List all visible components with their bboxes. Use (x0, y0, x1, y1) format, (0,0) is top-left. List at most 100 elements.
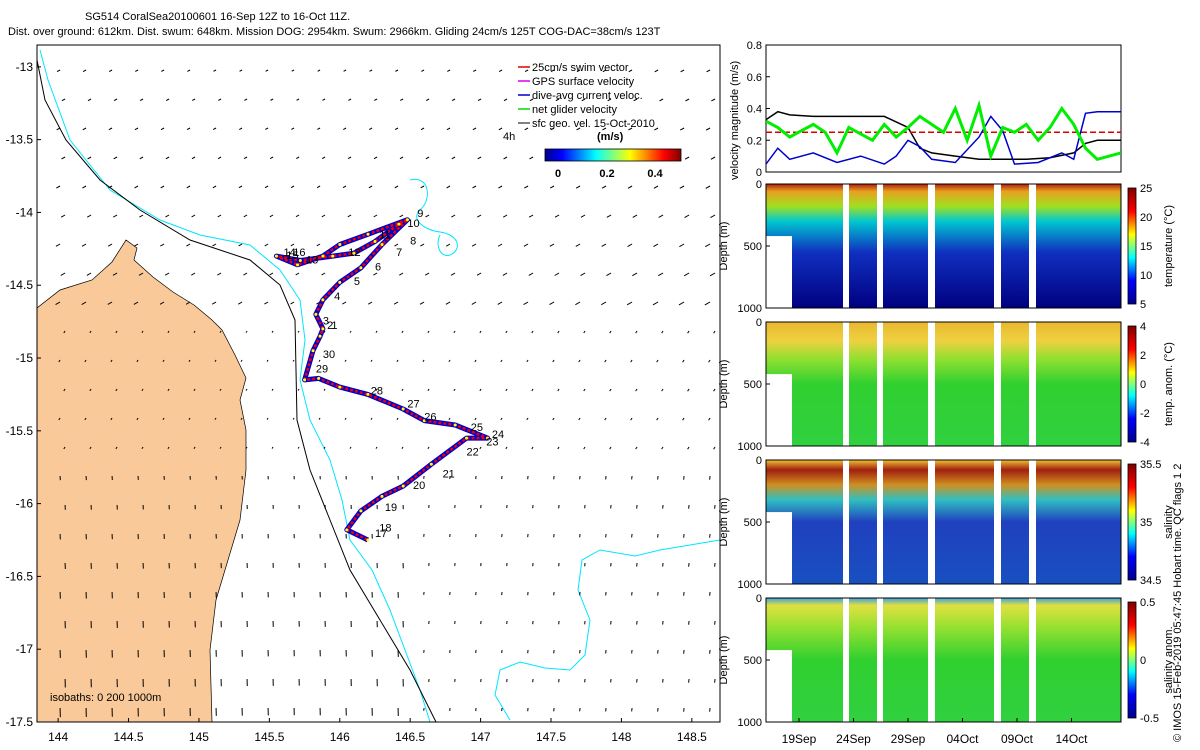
sfc-velocity-arrow-148 (528, 214, 534, 218)
sfc-velocity-arrow-221 (393, 301, 399, 305)
sfc-velocity-arrow-194 (373, 272, 378, 276)
sfc-velocity-arrow-49 (659, 98, 664, 102)
surface-velocity-arrows (55, 69, 716, 718)
land-mass (37, 239, 247, 722)
sfc-velocity-arrow-29 (139, 98, 144, 102)
sfc-velocity-arrow-129 (705, 185, 711, 189)
sfc-velocity-arrow-268 (266, 359, 269, 362)
colorbar-tick-2: 0.4 (647, 168, 663, 180)
legend: 25cm/s swim vector GPS surface velocity … (503, 62, 682, 180)
sfc-velocity-arrow-284 (682, 359, 685, 363)
map-ytick-2: -14 (16, 205, 34, 219)
sfc-velocity-arrow-40 (425, 98, 430, 101)
sfc-velocity-arrow-192 (321, 272, 326, 276)
sfc-velocity-arrow-282 (630, 359, 633, 363)
sfc-velocity-arrow-352 (427, 446, 430, 450)
sfc-velocity-arrow-117 (394, 185, 399, 189)
track-point-14 (338, 280, 342, 284)
sfc-velocity-arrow-332 (578, 417, 581, 421)
sfc-velocity-arrow-94 (477, 156, 482, 160)
sfc-velocity-arrow-11 (343, 69, 347, 72)
sfc-velocity-arrow-79 (87, 156, 92, 160)
sfc-velocity-arrow-321 (292, 417, 295, 420)
colorbar-tick-1: 0.2 (599, 168, 614, 180)
sfc-velocity-arrow-356 (531, 446, 534, 450)
sfc-velocity-arrow-363 (713, 446, 716, 450)
map-axes: 144 144.5 145 145.5 146 146.5 147 147.5 148 148.5… (6, 60, 708, 744)
track-day-label-22: 24 (492, 429, 504, 441)
map-ytick-1: -13.5 (6, 133, 34, 147)
sfc-velocity-arrow-135 (191, 214, 196, 218)
sfc-velocity-arrow-252 (531, 330, 534, 334)
sfc-velocity-arrow-178 (627, 243, 633, 247)
track-day-label-0: 9 (417, 208, 423, 220)
sfc-velocity-arrow-112 (264, 185, 269, 189)
map-xtick-4: 146 (330, 730, 350, 744)
sfc-velocity-arrow-278 (526, 359, 529, 363)
sfc-velocity-arrow-41 (451, 98, 456, 102)
sfc-velocity-arrow-277 (500, 359, 503, 363)
sfc-velocity-arrow-169 (394, 243, 399, 247)
sfc-velocity-arrow-219 (342, 301, 347, 305)
track-day-label-17: 29 (316, 364, 328, 376)
sfc-velocity-arrow-324 (370, 417, 373, 420)
legend-swim: 25cm/s swim vector (532, 62, 629, 74)
track-day-label-16: 30 (323, 349, 335, 361)
sfc-velocity-arrow-107 (134, 185, 139, 189)
sfc-velocity-arrow-358 (583, 446, 586, 450)
map-ytick-7: -16.5 (6, 569, 34, 583)
track-day-label-8: 13 (306, 254, 318, 266)
sfc-velocity-arrow-150 (580, 214, 586, 218)
sfc-velocity-arrow-128 (679, 185, 685, 189)
sfc-velocity-arrow-261 (84, 359, 87, 363)
sfc-velocity-arrow-55 (134, 127, 139, 131)
track-point-8 (352, 251, 356, 255)
sfc-velocity-arrow-207 (709, 272, 716, 277)
sfc-velocity-arrow-92 (425, 156, 430, 160)
sfc-velocity-arrow-27 (87, 98, 92, 102)
sfc-velocity-arrow-136 (217, 214, 222, 218)
sfc-velocity-arrow-309 (661, 388, 664, 392)
sfc-velocity-arrow-108 (160, 185, 165, 189)
glider-track (273, 217, 491, 543)
sfc-velocity-arrow-118 (420, 185, 425, 189)
sfc-velocity-arrow-201 (554, 272, 560, 276)
track-day-label-18: 28 (371, 385, 383, 397)
sfc-velocity-arrow-120 (472, 185, 477, 189)
sfc-velocity-arrow-119 (446, 185, 451, 189)
sfc-velocity-arrow-122 (524, 185, 529, 189)
sfc-velocity-arrow-200 (528, 272, 534, 276)
sfc-velocity-arrow-0 (56, 69, 61, 73)
track-day-label-21: 25 (471, 422, 483, 434)
sfc-velocity-arrow-238 (167, 330, 170, 334)
sfc-velocity-arrow-361 (661, 446, 664, 450)
sfc-velocity-arrow-35 (296, 98, 300, 101)
track-point-20 (303, 378, 307, 382)
sfc-velocity-arrow-209 (81, 301, 87, 305)
sfc-velocity-arrow-185 (138, 272, 144, 276)
sfc-velocity-arrow-174 (523, 243, 529, 247)
sfc-velocity-arrow-146 (477, 214, 482, 218)
track-point-10 (397, 222, 401, 226)
sfc-velocity-arrow-66 (420, 127, 425, 131)
sfc-velocity-arrow-165 (290, 243, 295, 247)
sfc-velocity-arrow-127 (653, 185, 659, 189)
track-point-13 (359, 266, 363, 270)
track-day-label-9: 14 (283, 247, 295, 259)
sfc-velocity-arrow-208 (55, 301, 61, 306)
map-ytick-5: -15.5 (6, 424, 34, 438)
sfc-velocity-arrow-242 (271, 330, 274, 333)
sfc-velocity-arrow-236 (115, 330, 118, 334)
sfc-velocity-arrow-289 (141, 388, 144, 392)
sfc-velocity-arrow-249 (453, 330, 456, 334)
track-day-label-7: 5 (354, 276, 360, 288)
track-point-5 (274, 254, 278, 258)
sfc-velocity-arrow-183 (86, 272, 92, 276)
sfc-velocity-arrow-124 (575, 185, 581, 189)
sfc-velocity-arrow-265 (188, 359, 191, 362)
sfc-velocity-arrow-217 (290, 301, 295, 305)
sfc-velocity-arrow-275 (448, 359, 451, 363)
sfc-velocity-arrow-173 (497, 243, 503, 247)
track-point-32 (359, 509, 363, 513)
sfc-velocity-arrow-220 (368, 301, 373, 305)
